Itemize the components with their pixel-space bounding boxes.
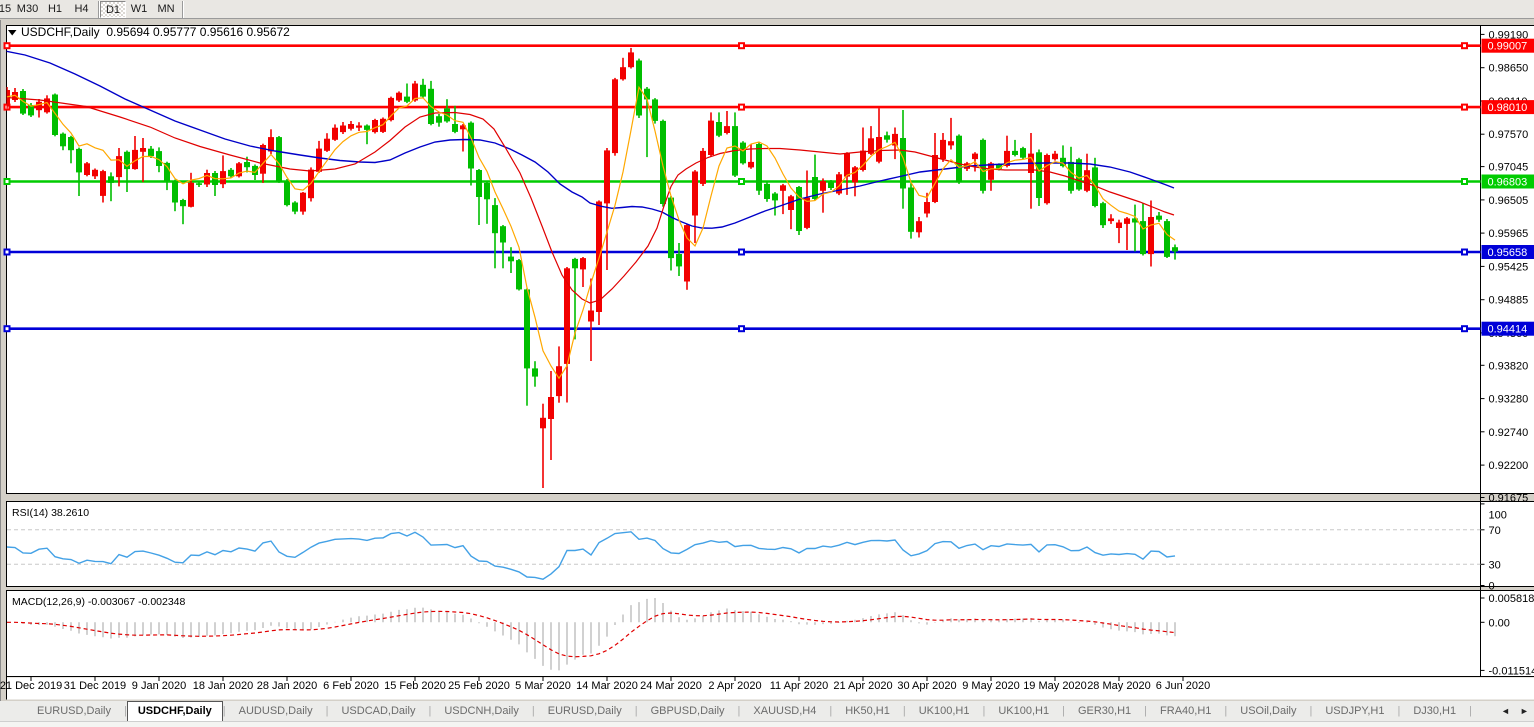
svg-text:0.99190: 0.99190 <box>1489 29 1529 41</box>
svg-text:5 Mar 2020: 5 Mar 2020 <box>515 680 571 692</box>
svg-text:0.93280: 0.93280 <box>1489 394 1529 406</box>
svg-text:0.98650: 0.98650 <box>1489 63 1529 75</box>
svg-text:9 May 2020: 9 May 2020 <box>962 680 1019 692</box>
svg-text:0.94414: 0.94414 <box>1488 324 1528 336</box>
svg-text:21 Apr 2020: 21 Apr 2020 <box>833 680 892 692</box>
svg-text:0.92200: 0.92200 <box>1489 460 1529 472</box>
svg-text:14 Mar 2020: 14 Mar 2020 <box>576 680 638 692</box>
svg-text:0.97570: 0.97570 <box>1489 129 1529 141</box>
svg-text:0.93820: 0.93820 <box>1489 360 1529 372</box>
svg-text:0.99007: 0.99007 <box>1488 41 1528 53</box>
svg-text:0.91675: 0.91675 <box>1489 493 1529 505</box>
svg-text:6 Jun 2020: 6 Jun 2020 <box>1156 680 1210 692</box>
svg-text:0.00: 0.00 <box>1489 617 1510 629</box>
svg-text:0.94885: 0.94885 <box>1489 295 1529 307</box>
svg-text:19 May 2020: 19 May 2020 <box>1023 680 1087 692</box>
svg-text:0.95425: 0.95425 <box>1489 261 1529 273</box>
svg-text:30 Apr 2020: 30 Apr 2020 <box>897 680 956 692</box>
svg-text:0.95965: 0.95965 <box>1489 228 1529 240</box>
svg-text:MACD(12,26,9) -0.003067 -0.002: MACD(12,26,9) -0.003067 -0.002348 <box>12 596 186 608</box>
svg-text:USDCHF,Daily 0.95694 0.95777: USDCHF,Daily 0.95694 0.95777 0.95616 0.9… <box>21 25 290 39</box>
svg-text:18 Jan 2020: 18 Jan 2020 <box>193 680 254 692</box>
svg-text:70: 70 <box>1489 525 1501 537</box>
svg-text:100: 100 <box>1489 510 1507 522</box>
svg-text:9 Jan 2020: 9 Jan 2020 <box>132 680 186 692</box>
svg-text:-0.011514: -0.011514 <box>1489 665 1534 677</box>
svg-text:0.92740: 0.92740 <box>1489 427 1529 439</box>
svg-text:28 Jan 2020: 28 Jan 2020 <box>257 680 318 692</box>
svg-text:28 May 2020: 28 May 2020 <box>1087 680 1151 692</box>
svg-text:0.98010: 0.98010 <box>1488 102 1528 114</box>
svg-text:30: 30 <box>1489 559 1501 571</box>
svg-text:0.95658: 0.95658 <box>1488 247 1528 259</box>
svg-text:11 Apr 2020: 11 Apr 2020 <box>770 680 829 692</box>
svg-text:RSI(14) 38.2610: RSI(14) 38.2610 <box>12 507 89 519</box>
svg-text:0: 0 <box>1489 581 1495 593</box>
svg-text:0.96505: 0.96505 <box>1489 195 1529 207</box>
svg-text:0.005818: 0.005818 <box>1489 593 1534 605</box>
svg-text:24 Mar 2020: 24 Mar 2020 <box>640 680 702 692</box>
svg-text:25 Feb 2020: 25 Feb 2020 <box>448 680 510 692</box>
svg-text:6 Feb 2020: 6 Feb 2020 <box>323 680 379 692</box>
svg-text:15 Feb 2020: 15 Feb 2020 <box>384 680 446 692</box>
svg-text:0.97045: 0.97045 <box>1489 162 1529 174</box>
svg-text:21 Dec 2019: 21 Dec 2019 <box>0 680 62 692</box>
svg-text:0.96803: 0.96803 <box>1488 177 1528 189</box>
svg-text:31 Dec 2019: 31 Dec 2019 <box>64 680 126 692</box>
svg-text:2 Apr 2020: 2 Apr 2020 <box>708 680 761 692</box>
